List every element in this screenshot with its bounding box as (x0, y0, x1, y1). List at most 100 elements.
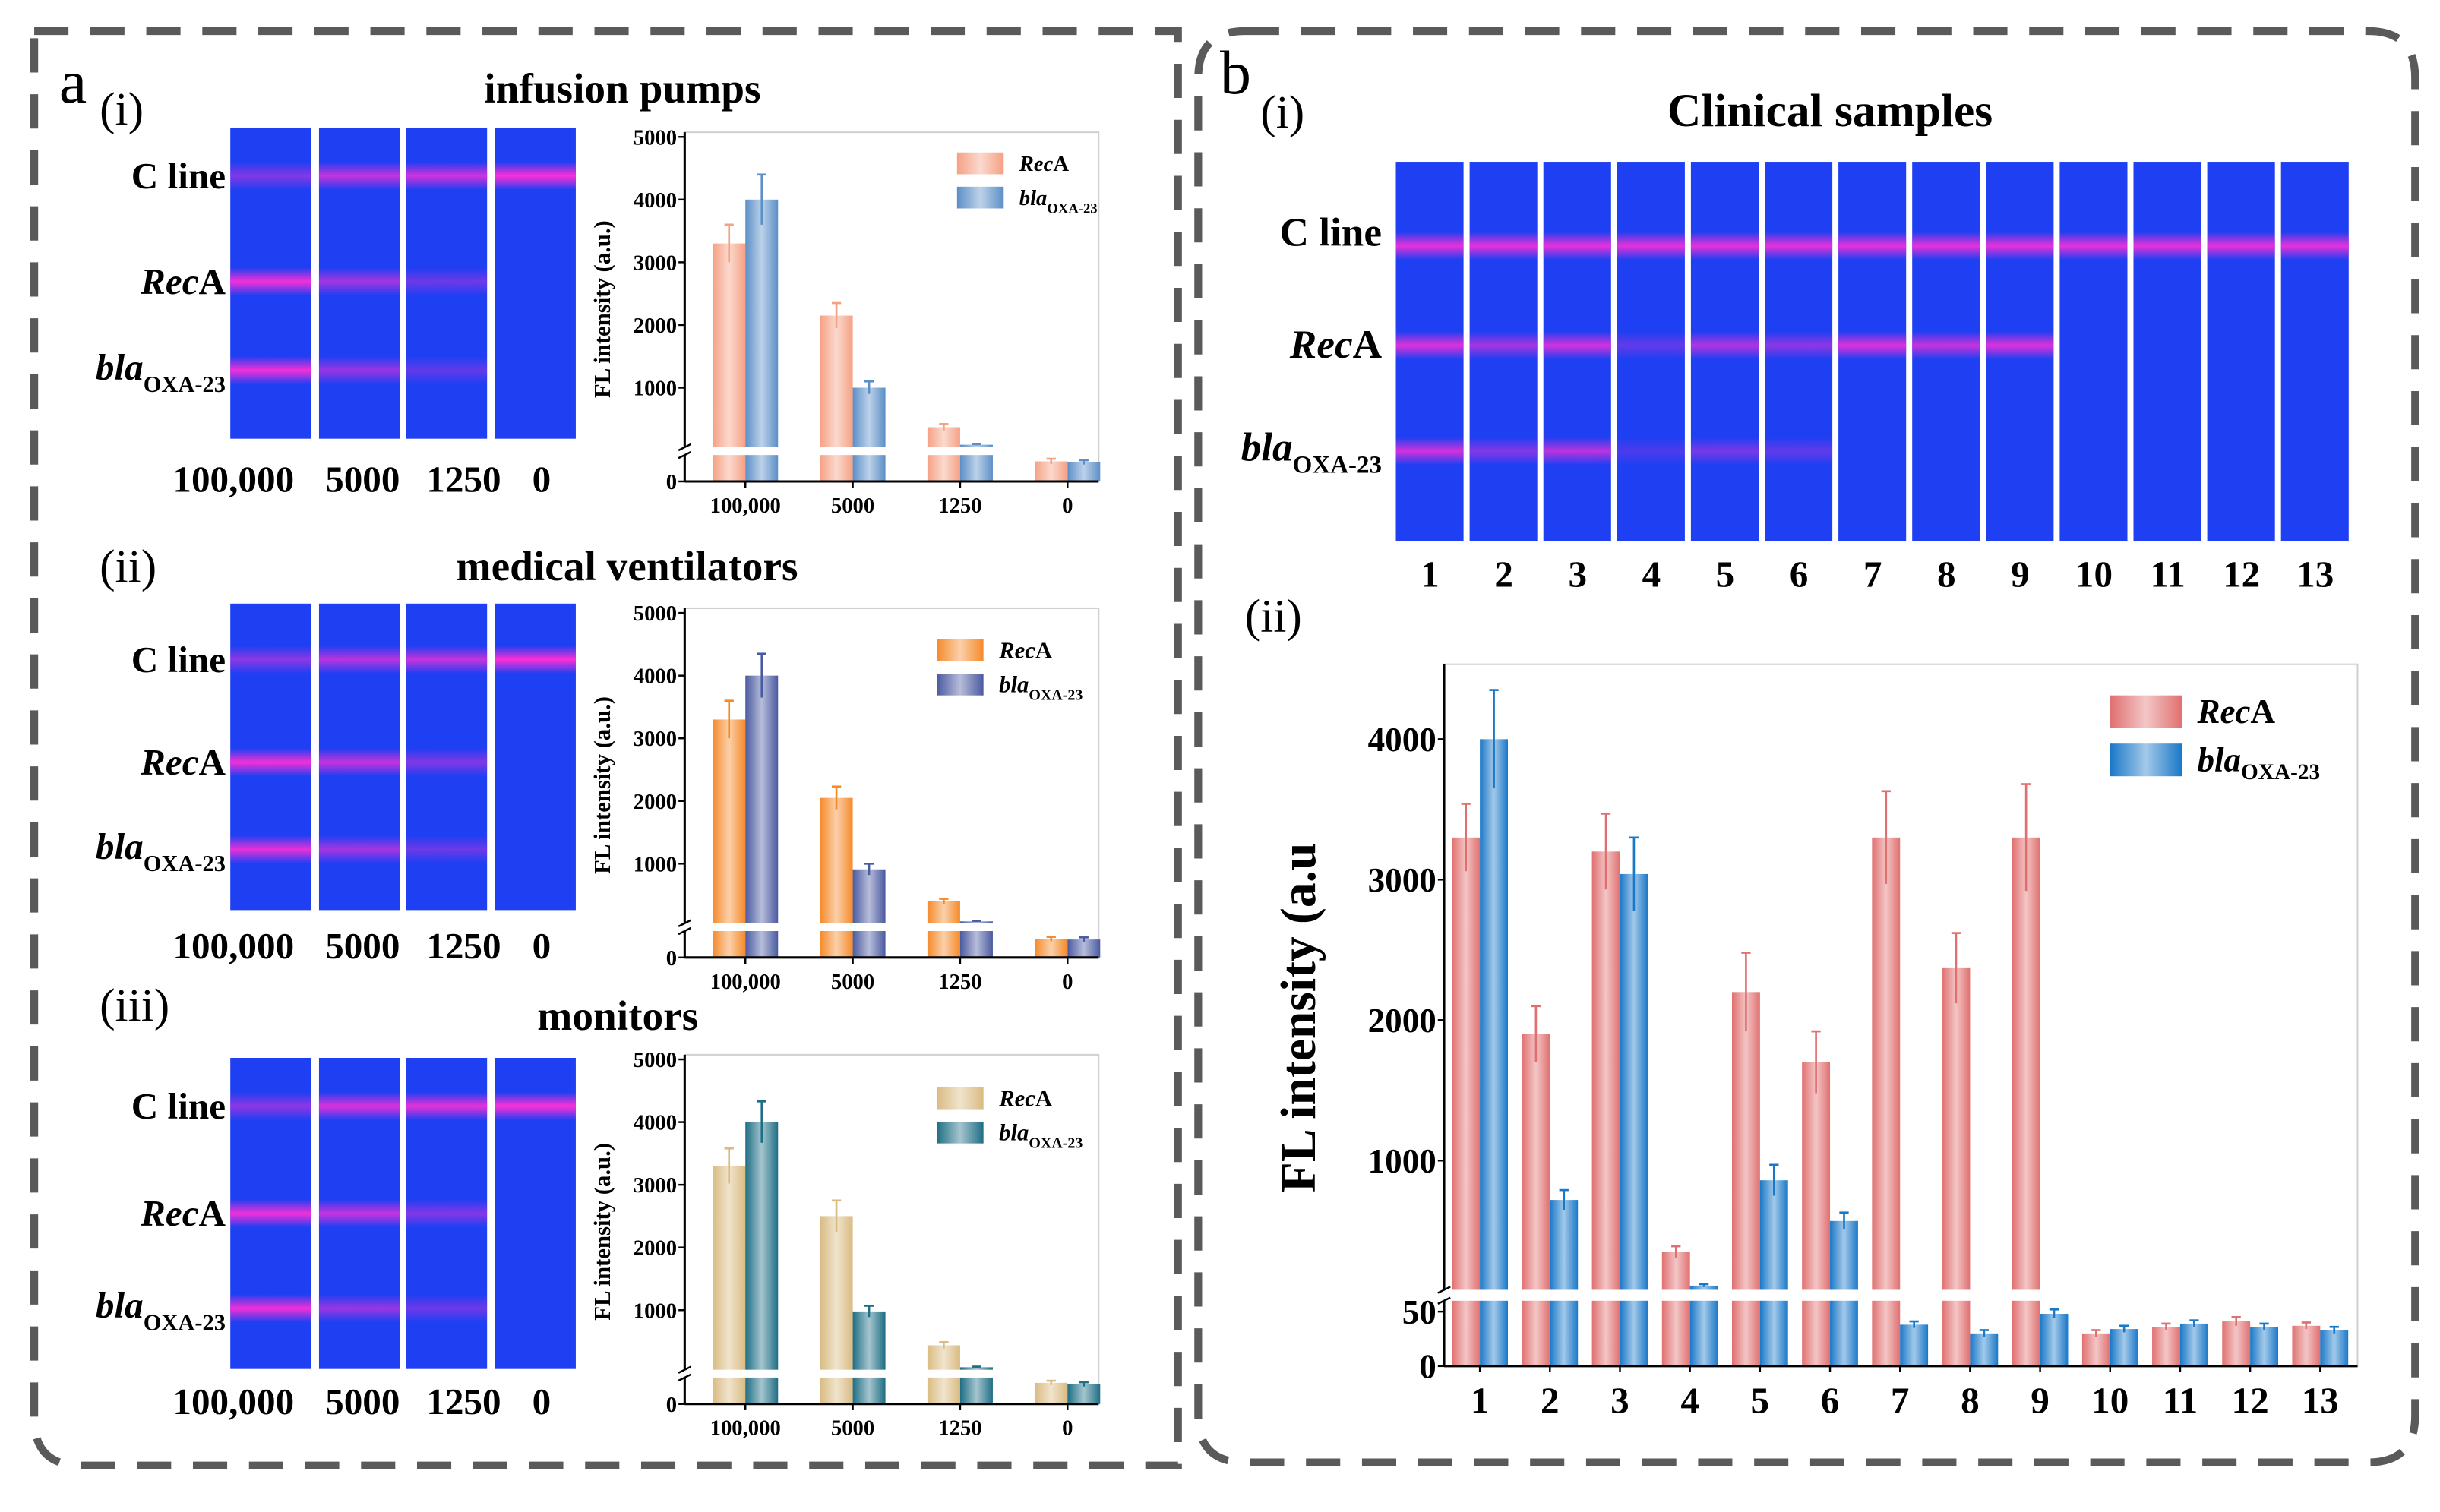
panel-b-strip-7 (1838, 162, 1907, 541)
panel-a-1-strip-1 (230, 127, 311, 439)
panel-b-strip-10 (2059, 162, 2128, 541)
concentration-label: 5000 (325, 925, 400, 967)
x-tick-label: 13 (2302, 1379, 2339, 1421)
panel-a-iii-roman: (iii) (100, 980, 169, 1031)
y-tick-label: 4000 (1368, 721, 1437, 759)
axis-break-mark (678, 919, 692, 936)
bar-reca-100,000 (713, 243, 746, 481)
error-bar (2231, 1315, 2241, 1326)
legend-italic: Rec (1019, 152, 1054, 176)
error-bar (1461, 803, 1471, 872)
bla-band (318, 356, 400, 384)
panel-a-2-strip-1 (230, 603, 311, 911)
axis-break-gap (686, 1369, 1098, 1378)
error-bar (1699, 1283, 1709, 1287)
y-tick-label: 1000 (634, 377, 677, 401)
strip-background (2059, 162, 2128, 541)
error-bar (1629, 836, 1639, 911)
y-axis-label: FL intensity (a.u.) (589, 696, 615, 874)
panel-a-1-strip-3 (406, 127, 488, 439)
bar-bla-100,000 (745, 675, 779, 958)
error-bar (2021, 783, 2031, 892)
sample-number-label: 5 (1716, 553, 1735, 595)
legend-label: blaOXA-23 (999, 1119, 1083, 1151)
panel-a-2-reca-label: RecA (140, 741, 226, 783)
panel-a-1-strip-2 (318, 127, 400, 439)
legend-swatch (956, 186, 1004, 209)
panel-a-i-roman: (i) (100, 84, 144, 135)
c-band (2280, 232, 2349, 260)
error-bar (1741, 952, 1751, 1032)
error-bar (939, 423, 949, 431)
concentration-label: 1250 (426, 925, 501, 967)
panel-b-strip-2 (1469, 162, 1538, 541)
error-bar (2049, 1308, 2059, 1318)
c-band (2059, 232, 2128, 260)
y-tick-label: 2000 (634, 314, 677, 338)
panel-a-2-bla-label: blaOXA-23 (96, 825, 226, 876)
c-band (230, 646, 311, 674)
error-bar (831, 1199, 842, 1233)
concentration-label: 1250 (426, 1381, 501, 1422)
sample-number-label: 7 (1863, 553, 1882, 595)
bar-reca-0 (1035, 939, 1068, 958)
legend-item-reca: RecA (2110, 693, 2276, 731)
legend-label: blaOXA-23 (2197, 741, 2320, 784)
error-bar (2329, 1325, 2339, 1334)
error-bar (1951, 932, 1961, 1004)
y-axis-label: FL intensity (a.u.) (589, 220, 615, 398)
c-band (406, 646, 488, 674)
sample-number-label: 9 (2011, 553, 2030, 595)
x-tick-label: 100,000 (710, 1416, 781, 1441)
x-tick-label: 100,000 (710, 494, 781, 518)
error-bar (1839, 1211, 1849, 1229)
x-tick-label: 0 (1062, 1416, 1073, 1441)
y-tick-label: 1000 (634, 1299, 677, 1323)
panel-b-frame (1194, 27, 2419, 1466)
y-tick-label: 4000 (634, 1111, 677, 1135)
reca-normal: A (199, 260, 226, 302)
error-bar (1881, 790, 1891, 884)
bla-band (1764, 437, 1833, 466)
sample-number-label: 12 (2223, 553, 2260, 595)
bla-italic: bla (1241, 425, 1293, 469)
bar-bla-5 (1759, 1180, 1788, 1366)
c-band (1690, 232, 1759, 260)
x-tick-label: 100,000 (710, 970, 781, 994)
y-axis-label: FL intensity (a.u (1272, 842, 1326, 1192)
chart-a(ii): 0 1000 2000 3000 4000 5000 100,000 5000 1250 0 FL … (589, 601, 1101, 994)
x-tick-label: 2 (1541, 1379, 1560, 1421)
panel-b-reca-label: RecA (1289, 322, 1383, 367)
c-band (1469, 232, 1538, 260)
legend-item-bla: blaOXA-23 (2110, 741, 2320, 784)
legend-swatch (2110, 695, 2182, 728)
bla-band (1543, 437, 1611, 466)
concentration-label: 100,000 (172, 925, 294, 967)
bar-reca-0 (1035, 1382, 1068, 1404)
sample-number-label: 4 (1642, 553, 1661, 595)
y-tick-label: 3000 (634, 251, 677, 275)
bar-bla-2 (1550, 1200, 1579, 1366)
error-bar (831, 301, 842, 329)
error-bar (864, 1305, 874, 1318)
bar-bla-13 (2320, 1330, 2349, 1366)
c-band (230, 1092, 311, 1120)
bar-bla-1 (1480, 739, 1508, 1366)
rec-band (1690, 331, 1759, 360)
panel-b-title: Clinical samples (1667, 85, 1993, 137)
x-tick-label: 4 (1680, 1379, 1699, 1421)
rec-band (230, 1199, 311, 1228)
bla-band (230, 835, 311, 863)
error-bar (1909, 1320, 1919, 1328)
strip-background (2280, 162, 2349, 541)
bar-bla-3 (1620, 873, 1648, 1366)
error-bar (1811, 1030, 1821, 1094)
legend-label: RecA (1019, 152, 1070, 176)
bar-bla-100,000 (745, 1122, 779, 1404)
panel-a-iii-title: monitors (537, 993, 698, 1039)
sample-number-label: 2 (1494, 553, 1513, 595)
panel-a-2-strip-3 (406, 603, 488, 911)
c-band (495, 162, 576, 190)
legend-swatch (937, 1121, 984, 1144)
